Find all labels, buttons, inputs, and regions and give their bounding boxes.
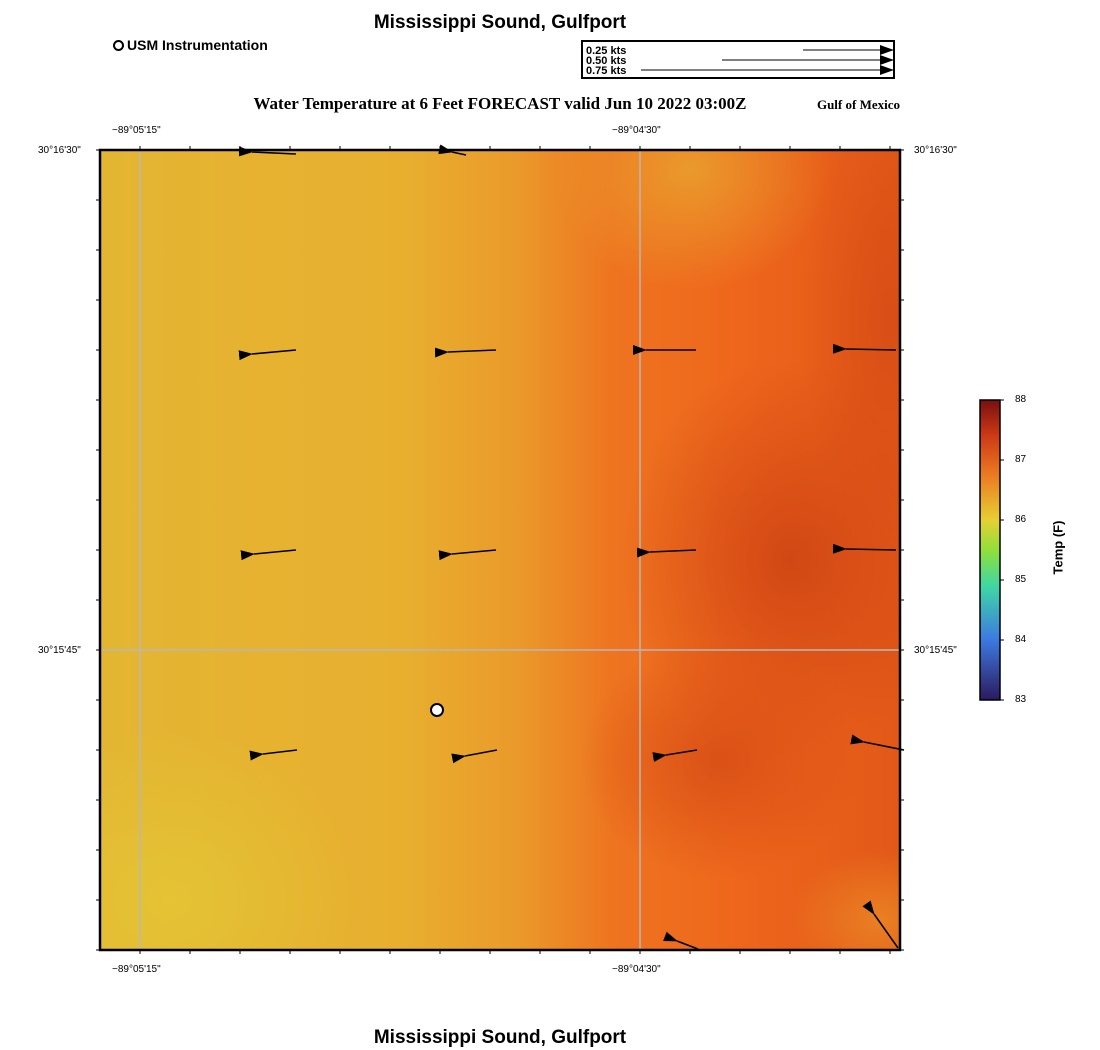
colorbar (979, 399, 1004, 701)
lon-label-bottom-2: −89°04'30" (612, 964, 661, 975)
colorbar-tick-86: 86 (1015, 514, 1027, 525)
station-legend: USM Instrumentation (113, 37, 268, 53)
current-vector-arrow (850, 734, 905, 751)
current-vector-arrow (451, 749, 498, 764)
current-vector-arrow (240, 549, 297, 561)
usm-station-marker[interactable] (430, 703, 444, 717)
colorbar-scale (979, 399, 1001, 701)
current-vector-arrow (238, 349, 297, 361)
map-subtitle: Water Temperature at 6 Feet FORECAST val… (253, 94, 747, 113)
colorbar-tick-87: 87 (1015, 454, 1027, 465)
lon-label-bottom-1: −89°05'15" (112, 964, 161, 975)
lon-label-top-1: −89°05'15" (112, 125, 161, 136)
current-vector-arrow (438, 144, 467, 156)
current-vector-arrow (663, 931, 699, 950)
current-vector-arrow (862, 900, 899, 949)
frame-ticks (96, 146, 904, 954)
lat-label-left-1: 30°16'30" (38, 145, 81, 156)
temperature-map (96, 144, 905, 954)
vector-label-025: 0.25 kts (586, 45, 627, 57)
temperature-field (100, 150, 900, 950)
current-vector-arrow (832, 543, 897, 554)
current-vector-arrow (238, 146, 297, 157)
colorbar-tick-83: 83 (1015, 694, 1027, 705)
vector-label-075: 0.75 kts (586, 65, 627, 77)
lat-label-right-2: 30°15'45" (914, 645, 957, 656)
vector-scale-legend: 0.25 kts 0.50 kts 0.75 kts (581, 40, 895, 79)
colorbar-title: Temp (F) (1050, 520, 1066, 575)
vector-scale-arrows (641, 45, 894, 75)
colorbar-tick-88: 88 (1015, 394, 1027, 405)
current-vector-arrow (438, 549, 497, 561)
map-title: Mississippi Sound, Gulfport (373, 12, 627, 33)
colorbar-tick-84: 84 (1015, 634, 1027, 645)
current-vector-arrow (832, 343, 897, 354)
lat-label-right-1: 30°16'30" (914, 145, 957, 156)
station-legend-label: USM Instrumentation (127, 37, 268, 53)
lat-label-left-2: 30°15'45" (38, 645, 81, 656)
current-vector-arrow (636, 547, 697, 558)
station-marker-icon (113, 39, 124, 51)
current-vector-arrow (434, 347, 497, 358)
current-vector-arrow (652, 749, 698, 763)
colorbar-tick-85: 85 (1015, 574, 1027, 585)
region-label: Gulf of Mexico (816, 97, 900, 112)
vector-label-050: 0.50 kts (586, 55, 627, 67)
current-vector-arrow (249, 749, 298, 761)
lon-label-top-2: −89°04'30" (612, 125, 661, 136)
current-vectors (238, 144, 905, 950)
map-footer-title: Mississippi Sound, Gulfport (373, 1027, 627, 1048)
